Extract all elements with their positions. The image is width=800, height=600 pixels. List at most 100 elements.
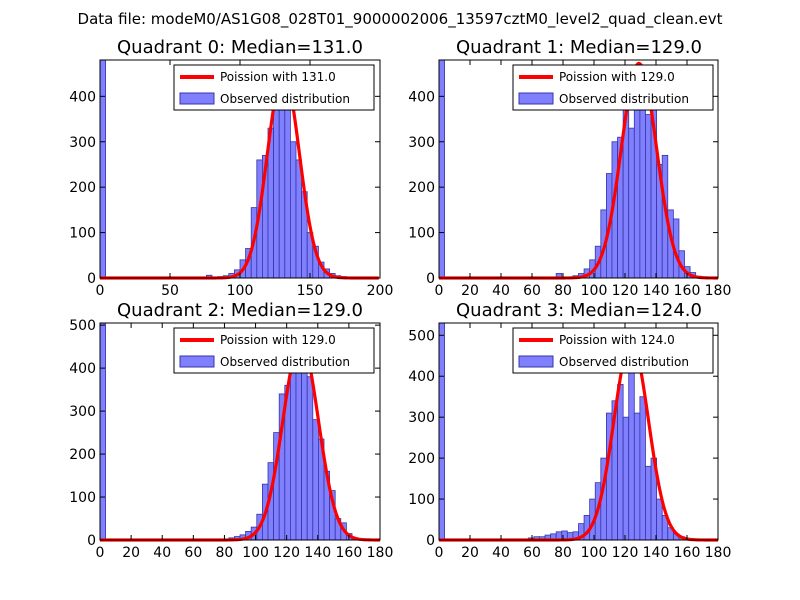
legend-observed-label: Observed distribution (220, 92, 350, 106)
quadrant-0-title: Quadrant 0: Median=131.0 (117, 37, 363, 58)
histogram-bar (633, 412, 641, 541)
x-tick-label: 80 (554, 283, 572, 299)
histogram-bar (639, 396, 646, 541)
x-tick-label: 200 (367, 283, 394, 299)
histogram-bar (438, 322, 445, 541)
x-tick-label: 40 (492, 283, 510, 299)
legend-box (512, 327, 714, 374)
y-tick-label: 100 (69, 226, 96, 242)
x-tick-label: 0 (96, 283, 105, 299)
x-tick-label: 100 (581, 545, 608, 561)
x-tick-label: 20 (122, 545, 140, 561)
histogram-bar (301, 367, 308, 541)
histogram-bar (617, 384, 624, 541)
histogram-bar (622, 416, 630, 541)
histogram-bar (645, 114, 652, 279)
legend-poisson-label: Poission with 129.0 (220, 333, 336, 347)
x-tick-label: 20 (461, 545, 479, 561)
y-tick-label: 0 (87, 271, 96, 287)
x-tick-label: 60 (184, 545, 202, 561)
x-tick-label: 120 (612, 545, 639, 561)
x-tick-label: 100 (581, 283, 608, 299)
quadrant-2-legend: Poission with 129.0 Observed distributio… (173, 327, 375, 374)
y-tick-label: 100 (408, 226, 435, 242)
legend-poisson-label: Poission with 129.0 (559, 70, 675, 84)
y-tick-label: 400 (408, 89, 435, 105)
quadrant-1-legend: Poission with 129.0 Observed distributio… (512, 64, 714, 111)
y-tick-label: 0 (426, 533, 435, 549)
y-tick-label: 400 (69, 361, 96, 377)
x-tick-label: 160 (336, 545, 363, 561)
histogram-bar (289, 372, 297, 541)
x-tick-label: 50 (161, 283, 179, 299)
histogram-bar (628, 351, 635, 541)
histogram-bar (295, 159, 302, 279)
axes-frame (438, 322, 719, 541)
quadrant-0-legend: Poission with 131.0 Observed distributio… (173, 64, 375, 111)
y-tick-label: 500 (408, 328, 435, 344)
x-tick-label: 140 (304, 545, 331, 561)
x-tick-label: 140 (643, 545, 670, 561)
x-tick-label: 40 (153, 545, 171, 561)
x-tick-label: 60 (523, 283, 541, 299)
y-tick-label: 0 (87, 533, 96, 549)
histogram-bar (306, 376, 314, 541)
y-tick-label: 300 (408, 135, 435, 151)
axes-frame (99, 322, 381, 541)
legend-observed-label: Observed distribution (559, 355, 689, 369)
y-tick-label: 0 (426, 271, 435, 287)
quadrant-1-plot: Quadrant 1: Median=129.0 0 20 40 60 80 100 120… (408, 37, 731, 299)
histogram-bar (628, 127, 635, 279)
legend-bar-swatch (179, 92, 215, 105)
histogram-bar (438, 59, 445, 279)
y-tick-label: 100 (408, 492, 435, 508)
histogram-bar (312, 419, 319, 541)
legend-bar-swatch (518, 355, 554, 368)
legend-observed-label: Observed distribution (559, 92, 689, 106)
x-tick-label: 80 (216, 545, 234, 561)
legend-poisson-label: Poission with 124.0 (559, 333, 675, 347)
x-tick-label: 120 (612, 283, 639, 299)
histogram-bar (284, 109, 291, 279)
histogram-bar (289, 141, 297, 279)
quadrant-2-title: Quadrant 2: Median=129.0 (117, 300, 363, 321)
quadrant-3-title: Quadrant 3: Median=124.0 (456, 300, 702, 321)
x-tick-label: 180 (705, 545, 732, 561)
y-tick-label: 300 (69, 135, 96, 151)
y-tick-label: 500 (69, 318, 96, 334)
x-tick-label: 40 (492, 545, 510, 561)
histogram-bar (295, 350, 302, 541)
x-tick-label: 80 (554, 545, 572, 561)
x-tick-label: 180 (367, 545, 394, 561)
x-tick-label: 140 (643, 283, 670, 299)
y-tick-label: 300 (408, 410, 435, 426)
histogram-bar (99, 322, 106, 541)
histogram-bar (656, 498, 663, 541)
legend-poisson-label: Poission with 131.0 (220, 70, 336, 84)
figure-title: Data file: modeM0/AS1G08_028T01_90000020… (78, 10, 723, 29)
y-tick-label: 100 (69, 490, 96, 506)
x-tick-label: 120 (273, 545, 300, 561)
x-tick-label: 100 (227, 283, 254, 299)
x-tick-label: 150 (297, 283, 324, 299)
histogram-bar (99, 59, 106, 279)
histogram-bar (645, 465, 652, 541)
y-tick-label: 200 (69, 180, 96, 196)
y-tick-label: 400 (408, 369, 435, 385)
quadrant-3-legend: Poission with 124.0 Observed distributio… (512, 327, 714, 374)
axes-frame (438, 59, 719, 279)
legend-observed-label: Observed distribution (220, 355, 350, 369)
y-tick-label: 200 (408, 451, 435, 467)
y-tick-label: 200 (408, 180, 435, 196)
x-tick-label: 0 (96, 545, 105, 561)
x-tick-label: 160 (674, 283, 701, 299)
quadrant-1-title: Quadrant 1: Median=129.0 (456, 37, 702, 58)
quadrant-3-plot: Quadrant 3: Median=124.0 0 20 40 60 80 100 120… (408, 300, 731, 561)
y-tick-label: 200 (69, 447, 96, 463)
x-tick-label: 0 (435, 283, 444, 299)
x-tick-label: 180 (705, 283, 732, 299)
legend-bar-swatch (518, 92, 554, 105)
quadrant-0-plot: Quadrant 0: Median=131.0 0 50 100 150 200 0 10… (69, 37, 393, 299)
histogram-bar (278, 95, 286, 279)
